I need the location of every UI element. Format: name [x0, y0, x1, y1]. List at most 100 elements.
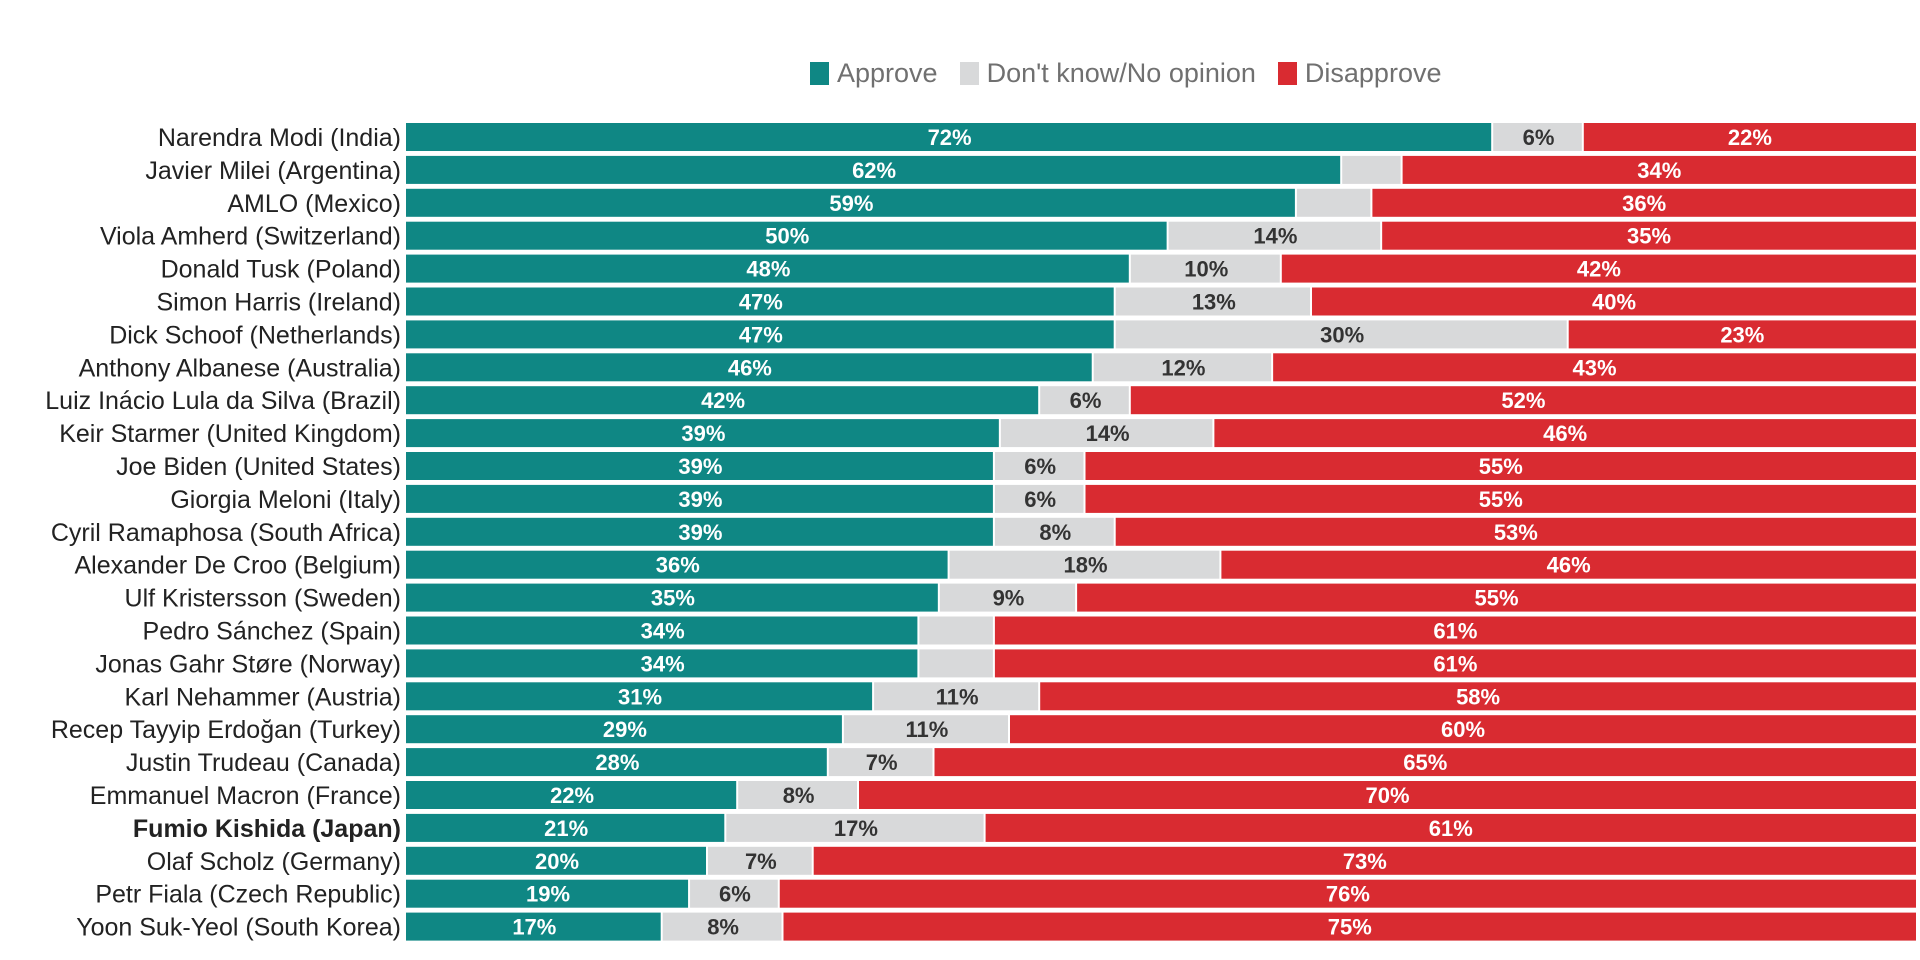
bar-dontknow: [1130, 254, 1280, 283]
value-label-disapprove: 55%: [1479, 454, 1523, 479]
bar-row: Alexander De Croo (Belgium) 36% 18% 46%: [74, 550, 1916, 580]
bar-row: Simon Harris (Ireland) 47% 13% 40%: [156, 287, 1916, 317]
value-label-approve: 36%: [656, 553, 700, 578]
bar-approve: [406, 715, 842, 744]
value-label-approve: 39%: [678, 520, 722, 545]
value-label-disapprove: 35%: [1627, 224, 1671, 249]
legend-item-dontknow: Don't know/No opinion: [959, 58, 1256, 89]
value-label-approve: 21%: [544, 816, 588, 841]
bar-disapprove: [813, 846, 1917, 875]
value-label-disapprove: 43%: [1573, 355, 1617, 380]
bar-approve: [406, 616, 918, 645]
bar-disapprove: [1115, 517, 1916, 546]
bar-disapprove: [1568, 320, 1916, 349]
row-label: Donald Tusk (Poland): [161, 256, 401, 284]
value-label-dontknow: 6%: [1523, 125, 1555, 150]
value-label-approve: 39%: [678, 487, 722, 512]
bar-approve: [406, 320, 1114, 349]
value-label-approve: 34%: [641, 651, 685, 676]
legend-item-disapprove: Disapprove: [1277, 58, 1442, 89]
row-label: Fumio Kishida (Japan): [133, 815, 401, 843]
value-label-approve: 46%: [728, 355, 772, 380]
row-label: Narendra Modi (India): [158, 124, 401, 152]
bar-row: Ulf Kristersson (Sweden) 35% 9% 55%: [125, 583, 1916, 613]
bar-disapprove: [859, 781, 1916, 809]
value-label-disapprove: 53%: [1494, 520, 1538, 545]
bar-approve: [406, 155, 1341, 184]
row-label: Alexander De Croo (Belgium): [74, 552, 401, 580]
value-label-dontknow: 6%: [719, 882, 751, 907]
value-label-dontknow: 6%: [1024, 454, 1056, 479]
value-label-approve: 35%: [651, 586, 695, 611]
bar-disapprove: [1085, 452, 1916, 480]
bar-dontknow: [1296, 188, 1371, 217]
legend-swatch-disapprove: [1277, 62, 1297, 85]
value-label-dontknow: 30%: [1320, 322, 1364, 347]
bar-row: Justin Trudeau (Canada) 28% 7% 65%: [126, 748, 1916, 777]
value-label-approve: 28%: [595, 750, 639, 775]
bar-row: Olaf Scholz (Germany) 20% 7% 73%: [147, 846, 1917, 876]
legend-label-dontknow: Don't know/No opinion: [986, 58, 1256, 88]
value-label-approve: 42%: [701, 388, 745, 413]
row-label: Justin Trudeau (Canada): [126, 749, 401, 777]
bar-approve: [406, 353, 1092, 382]
bar-disapprove: [994, 649, 1916, 678]
bar-row: Recep Tayyip Erdoğan (Turkey) 29% 11% 60%: [51, 715, 1916, 744]
bar-disapprove: [985, 813, 1916, 842]
bar-dontknow: [919, 649, 993, 678]
bar-dontknow: [1040, 386, 1129, 415]
value-label-dontknow: 6%: [1070, 388, 1102, 413]
row-label: Simon Harris (Ireland): [156, 289, 401, 317]
bar-row: Narendra Modi (India) 72% 6% 22%: [158, 123, 1916, 152]
legend-label-disapprove: Disapprove: [1304, 58, 1442, 88]
value-label-approve: 50%: [765, 224, 809, 249]
value-label-disapprove: 76%: [1326, 882, 1370, 907]
legend-swatch-dontknow: [959, 62, 979, 85]
bar-row: Emmanuel Macron (France) 22% 8% 70%: [90, 781, 1916, 810]
bar-disapprove: [1010, 715, 1916, 744]
value-label-disapprove: 61%: [1433, 651, 1477, 676]
bar-disapprove: [1281, 254, 1916, 283]
bar-row: Cyril Ramaphosa (South Africa) 39% 8% 53%: [51, 517, 1916, 547]
bar-dontknow: [726, 813, 984, 842]
value-label-approve: 31%: [618, 684, 662, 709]
bar-approve: [406, 583, 938, 612]
bar-approve: [406, 781, 737, 809]
value-label-disapprove: 40%: [1592, 290, 1636, 315]
bar-approve: [406, 748, 827, 777]
bar-approve: [406, 254, 1129, 283]
bar-disapprove: [994, 616, 1916, 645]
value-label-disapprove: 22%: [1728, 125, 1772, 150]
value-label-approve: 72%: [928, 125, 972, 150]
value-label-approve: 39%: [678, 454, 722, 479]
value-label-approve: 19%: [526, 882, 570, 907]
bar-disapprove: [1221, 550, 1916, 579]
value-label-approve: 17%: [512, 915, 556, 940]
value-label-dontknow: 7%: [866, 750, 898, 775]
bar-dontknow: [738, 781, 857, 809]
value-label-approve: 22%: [550, 783, 594, 808]
legend: Approve Don't know/No opinion Disapprove: [810, 58, 1463, 89]
bar-dontknow: [843, 715, 1008, 744]
row-label: Javier Milei (Argentina): [145, 157, 401, 185]
bar-dontknow: [690, 879, 778, 908]
bar-approve: [406, 419, 999, 448]
bar-row: Donald Tusk (Poland) 48% 10% 42%: [161, 254, 1916, 284]
bar-approve: [406, 550, 948, 579]
bar-approve: [406, 287, 1114, 316]
row-label: AMLO (Mexico): [227, 190, 401, 218]
value-label-dontknow: 9%: [993, 586, 1025, 611]
bar-approve: [406, 649, 918, 678]
value-label-disapprove: 36%: [1622, 191, 1666, 216]
value-label-disapprove: 46%: [1543, 421, 1587, 446]
bar-dontknow: [1168, 221, 1381, 250]
value-label-dontknow: 18%: [1063, 553, 1107, 578]
bar-dontknow: [1000, 419, 1213, 448]
value-label-disapprove: 61%: [1433, 619, 1477, 644]
legend-swatch-approve: [810, 62, 829, 85]
row-label: Emmanuel Macron (France): [90, 782, 401, 810]
value-label-disapprove: 52%: [1501, 388, 1545, 413]
bar-disapprove: [1402, 155, 1916, 184]
bar-disapprove: [1130, 386, 1916, 415]
